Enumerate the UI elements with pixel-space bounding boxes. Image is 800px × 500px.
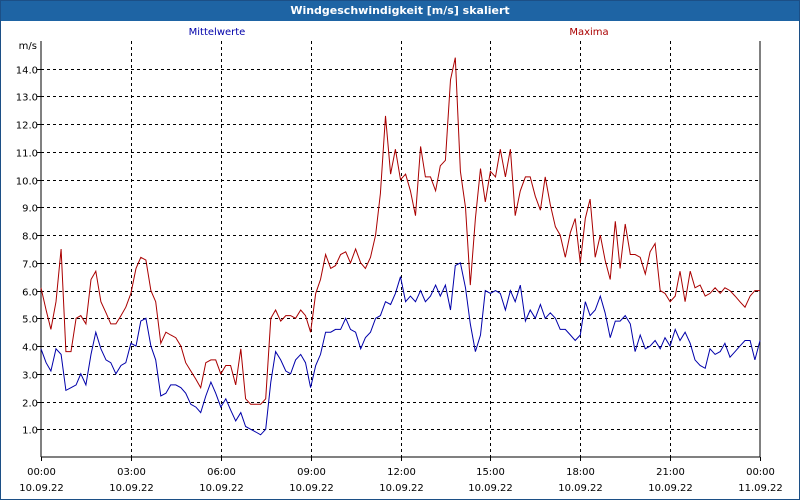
x-tick-date-label: 10.09.22 [109, 483, 154, 494]
y-tick-label: 9.0 [22, 204, 38, 215]
axes: m/s 1.0 2.0 3.0 4.0 5.0 6.0 7.0 8.0 9.0 10.0 11.0 1… [16, 41, 783, 494]
series-line-mittelwerte [40, 262, 761, 436]
series [40, 57, 761, 436]
y-axis-unit-label: m/s [19, 41, 37, 52]
y-tick-label: 12.0 [16, 121, 38, 132]
x-tick-time-label: 18:00 [566, 467, 595, 478]
x-tick-time-label: 00:00 [27, 467, 56, 478]
y-tick-label: 4.0 [22, 343, 38, 354]
series-line-maxima [40, 57, 760, 405]
y-tick-label: 14.0 [16, 66, 38, 77]
y-tick-label: 5.0 [22, 315, 38, 326]
y-tick-label: 13.0 [16, 93, 38, 104]
x-tick-date-label: 10.09.22 [199, 483, 244, 494]
x-tick-time-label: 12:00 [387, 467, 416, 478]
y-tick-label: 2.0 [22, 399, 38, 410]
y-tick-label: 10.0 [16, 177, 38, 188]
x-tick-time-label: 09:00 [297, 467, 326, 478]
y-tick-label: 1.0 [22, 426, 38, 437]
x-tick-time-label: 21:00 [656, 467, 685, 478]
legend-maxima: Maxima [569, 27, 608, 38]
y-tick-label: 7.0 [22, 260, 38, 271]
x-tick-date-label: 10.09.22 [289, 483, 334, 494]
x-tick-time-label: 00:00 [746, 467, 775, 478]
x-tick-date-label: 10.09.22 [379, 483, 424, 494]
x-tick-date-label: 10.09.22 [558, 483, 603, 494]
y-tick-label: 11.0 [16, 149, 38, 160]
x-tick-date-label: 11.09.22 [738, 483, 783, 494]
legend: Mittelwerte Maxima [189, 27, 609, 38]
x-tick-date-label: 10.09.22 [648, 483, 693, 494]
x-tick-date-label: 10.09.22 [468, 483, 513, 494]
y-tick-label: 3.0 [22, 371, 38, 382]
chart-title-bar: Windgeschwindigkeit [m/s] skaliert [1, 1, 799, 21]
x-tick-time-label: 06:00 [207, 467, 236, 478]
x-tick-time-label: 15:00 [476, 467, 505, 478]
legend-mittelwerte: Mittelwerte [189, 27, 246, 38]
x-tick-date-label: 10.09.22 [19, 483, 64, 494]
x-tick-time-label: 03:00 [117, 467, 146, 478]
y-tick-label: 6.0 [22, 288, 38, 299]
y-tick-label: 8.0 [22, 232, 38, 243]
